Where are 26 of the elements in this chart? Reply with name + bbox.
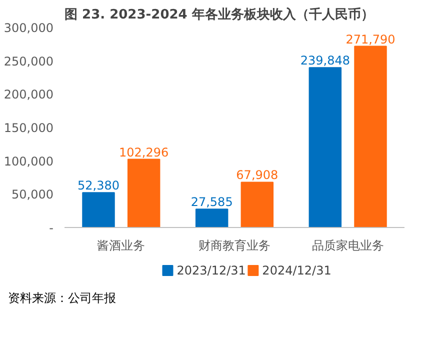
data-label: 239,848: [300, 54, 350, 68]
y-tick-label: 50,000: [12, 188, 54, 202]
bar: [240, 182, 274, 228]
y-tick-label: -: [49, 221, 54, 235]
legend-label: 2023/12/31: [176, 264, 246, 278]
y-tick-label: 200,000: [4, 88, 54, 102]
bar: [195, 208, 228, 228]
y-tick-label: 100,000: [4, 154, 54, 168]
data-label: 52,380: [78, 178, 120, 193]
data-label: 67,908: [236, 168, 278, 182]
text: 资料来源：公司年报: [8, 290, 116, 307]
x-tick-label: 酱酒业务: [97, 238, 146, 252]
x-tick-label: 品质家电业务: [312, 238, 384, 252]
bar: [354, 46, 387, 228]
data-label: 102,296: [119, 145, 169, 160]
chart-title: 图 23. 2023-2024 年各业务板块收入（千人民币）: [64, 6, 374, 22]
x-tick-label: 财商教育业务: [198, 238, 270, 252]
bar: [127, 158, 160, 228]
data-label: 27,585: [190, 195, 233, 210]
y-tick-label: 300,000: [4, 21, 54, 35]
legend-label: 2024/12/31: [262, 264, 332, 278]
y-tick-label: 150,000: [4, 121, 54, 135]
bar: [308, 67, 342, 228]
data-label: 271,790: [346, 32, 396, 46]
y-tick-label: 250,000: [4, 54, 54, 68]
bar: [82, 192, 115, 228]
